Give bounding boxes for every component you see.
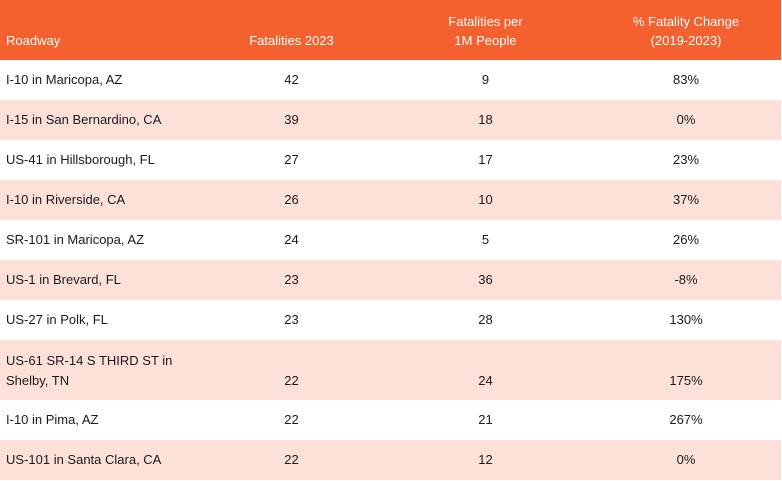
table-body: I-10 in Maricopa, AZ 42 9 83% I-15 in Sa… bbox=[0, 60, 781, 480]
header-fatality-change: % Fatality Change (2019-2023) bbox=[591, 0, 781, 60]
header-fatality-change-line2: (2019-2023) bbox=[650, 33, 722, 48]
table-row: SR-101 in Maricopa, AZ 24 5 26% bbox=[0, 220, 781, 260]
cell-per-million: 10 bbox=[478, 192, 493, 207]
table-row: US-101 in Santa Clara, CA 22 12 0% bbox=[0, 440, 781, 480]
cell-fatalities: 23 bbox=[284, 312, 299, 327]
table-row: I-10 in Pima, AZ 22 21 267% bbox=[0, 400, 781, 440]
cell-change: 37% bbox=[672, 192, 700, 207]
cell-per-million: 12 bbox=[478, 452, 493, 467]
cell-change: 130% bbox=[669, 312, 703, 327]
cell-roadway: I-10 in Maricopa, AZ bbox=[6, 72, 123, 87]
cell-per-million: 28 bbox=[478, 312, 493, 327]
table-row: US-41 in Hillsborough, FL 27 17 23% bbox=[0, 140, 781, 180]
cell-change: 23% bbox=[672, 152, 700, 167]
cell-change: 175% bbox=[669, 373, 703, 388]
cell-roadway: US-61 SR-14 S THIRD ST in Shelby, TN bbox=[0, 340, 203, 400]
cell-change: -8% bbox=[674, 272, 698, 287]
table-header: Roadway Fatalities 2023 Fatalities per 1… bbox=[0, 0, 781, 60]
cell-roadway: I-15 in San Bernardino, CA bbox=[6, 112, 162, 127]
table-row: I-10 in Maricopa, AZ 42 9 83% bbox=[0, 60, 781, 100]
cell-roadway: SR-101 in Maricopa, AZ bbox=[6, 232, 145, 247]
table-row: US-27 in Polk, FL 23 28 130% bbox=[0, 300, 781, 340]
cell-fatalities: 22 bbox=[284, 373, 299, 388]
cell-change: 0% bbox=[676, 452, 696, 467]
cell-change: 0% bbox=[676, 112, 696, 127]
cell-per-million: 21 bbox=[478, 412, 493, 427]
cell-per-million: 17 bbox=[478, 152, 493, 167]
cell-fatalities: 39 bbox=[284, 112, 299, 127]
cell-per-million: 5 bbox=[481, 232, 490, 247]
cell-roadway-text: US-61 SR-14 S THIRD ST in Shelby, TN bbox=[6, 353, 173, 388]
header-roadway: Roadway bbox=[6, 33, 61, 48]
cell-fatalities: 27 bbox=[284, 152, 299, 167]
cell-fatalities: 42 bbox=[284, 72, 299, 87]
cell-fatalities: 26 bbox=[284, 192, 299, 207]
cell-roadway: US-1 in Brevard, FL bbox=[6, 272, 121, 287]
cell-fatalities: 23 bbox=[284, 272, 299, 287]
cell-fatalities: 24 bbox=[284, 232, 299, 247]
cell-roadway: I-10 in Riverside, CA bbox=[6, 192, 126, 207]
table-row: US-1 in Brevard, FL 23 36 -8% bbox=[0, 260, 781, 300]
cell-change: 267% bbox=[669, 412, 703, 427]
table-row: I-10 in Riverside, CA 26 10 37% bbox=[0, 180, 781, 220]
table-row: I-15 in San Bernardino, CA 39 18 0% bbox=[0, 100, 781, 140]
cell-roadway: I-10 in Pima, AZ bbox=[6, 412, 99, 427]
header-fatalities-2023: Fatalities 2023 bbox=[249, 33, 334, 48]
cell-per-million: 24 bbox=[478, 373, 493, 388]
header-fatalities-per-million-line2: 1M People bbox=[454, 33, 517, 48]
header-fatalities-per-million: Fatalities per 1M People bbox=[380, 0, 591, 60]
cell-change: 83% bbox=[672, 72, 700, 87]
cell-per-million: 9 bbox=[481, 72, 490, 87]
header-fatalities-per-million-line1: Fatalities per bbox=[448, 14, 523, 29]
cell-fatalities: 22 bbox=[284, 452, 299, 467]
cell-roadway: US-27 in Polk, FL bbox=[6, 312, 108, 327]
cell-change: 26% bbox=[672, 232, 700, 247]
table-row: US-61 SR-14 S THIRD ST in Shelby, TN 22 … bbox=[0, 340, 781, 400]
cell-per-million: 18 bbox=[478, 112, 493, 127]
cell-fatalities: 22 bbox=[284, 412, 299, 427]
header-fatality-change-line1: % Fatality Change bbox=[632, 14, 740, 29]
cell-roadway: US-101 in Santa Clara, CA bbox=[6, 452, 162, 467]
cell-per-million: 36 bbox=[478, 272, 493, 287]
cell-roadway: US-41 in Hillsborough, FL bbox=[6, 152, 155, 167]
header-row: Roadway Fatalities 2023 Fatalities per 1… bbox=[0, 0, 781, 60]
